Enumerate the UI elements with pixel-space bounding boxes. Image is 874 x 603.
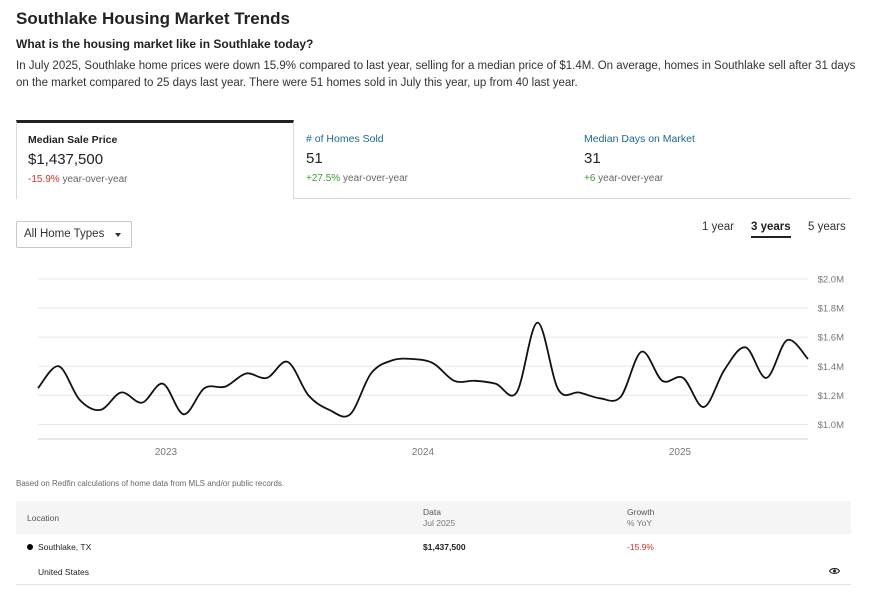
table-row[interactable]: United States [16,559,851,585]
y-tick-label: $1.0M [818,420,844,431]
tab-median-sale-price[interactable]: Median Sale Price $1,437,500 -15.9% year… [16,120,294,199]
metric-tabs: Median Sale Price $1,437,500 -15.9% year… [16,120,851,199]
metric-label: Median Sale Price [28,134,118,146]
tab-homes-sold[interactable]: # of Homes Sold 51 +27.5% year-over-year [295,120,573,198]
y-tick-label: $1.2M [818,391,844,402]
range-3-years[interactable]: 3 years [751,221,791,238]
metric-value: $1,437,500 [28,151,104,168]
data-source-note: Based on Redfin calculations of home dat… [16,479,285,488]
median-sale-price-chart: $2.0M $1.8M $1.6M $1.4M $1.2M $1.0M 2023 2024 20… [37,275,844,458]
series-line [37,321,809,418]
metric-label: Median Days on Market [584,133,695,145]
table-row[interactable]: Southlake, TX $1,437,500 -15.9% [16,534,851,559]
y-tick-label: $2.0M [818,275,844,286]
header-data: Data Jul 2025 [423,507,456,528]
home-type-dropdown[interactable]: All Home Types [16,221,132,248]
metric-value: 31 [584,150,601,167]
metric-change: -15.9% year-over-year [28,174,128,185]
time-range-selector: 1 year 3 years 5 years [702,221,847,241]
row-location: United States [38,567,90,577]
page-subtitle: What is the housing market like in South… [16,37,314,51]
y-tick-label: $1.4M [818,362,844,373]
row-location: Southlake, TX [38,542,92,552]
table-header: Location Data Jul 2025 Growth % YoY [16,501,851,534]
header-growth: Growth % YoY [627,507,655,528]
tab-median-days-on-market[interactable]: Median Days on Market 31 +6 year-over-ye… [573,120,851,198]
row-data: $1,437,500 [423,542,466,552]
y-tick-label: $1.6M [818,333,844,344]
row-growth: -15.9% [627,542,654,552]
metric-label: # of Homes Sold [306,133,384,145]
comparison-table: Location Data Jul 2025 Growth % YoY Sout… [16,501,851,585]
eye-icon[interactable] [828,567,841,577]
market-summary: In July 2025, Southlake home prices were… [16,60,856,89]
range-1-year[interactable]: 1 year [702,221,734,233]
series-dot-icon [27,544,33,550]
x-tick-label: 2024 [412,447,435,458]
page-title: Southlake Housing Market Trends [16,9,290,28]
header-location: Location [27,513,60,523]
metric-change: +27.5% year-over-year [306,173,409,184]
metric-change: +6 year-over-year [584,173,664,184]
x-tick-label: 2025 [669,447,692,458]
home-type-value: All Home Types [24,228,105,240]
x-tick-label: 2023 [155,447,178,458]
metric-value: 51 [306,150,323,167]
y-tick-label: $1.8M [818,304,844,315]
range-5-years[interactable]: 5 years [808,221,846,233]
caret-down-icon [115,233,121,237]
